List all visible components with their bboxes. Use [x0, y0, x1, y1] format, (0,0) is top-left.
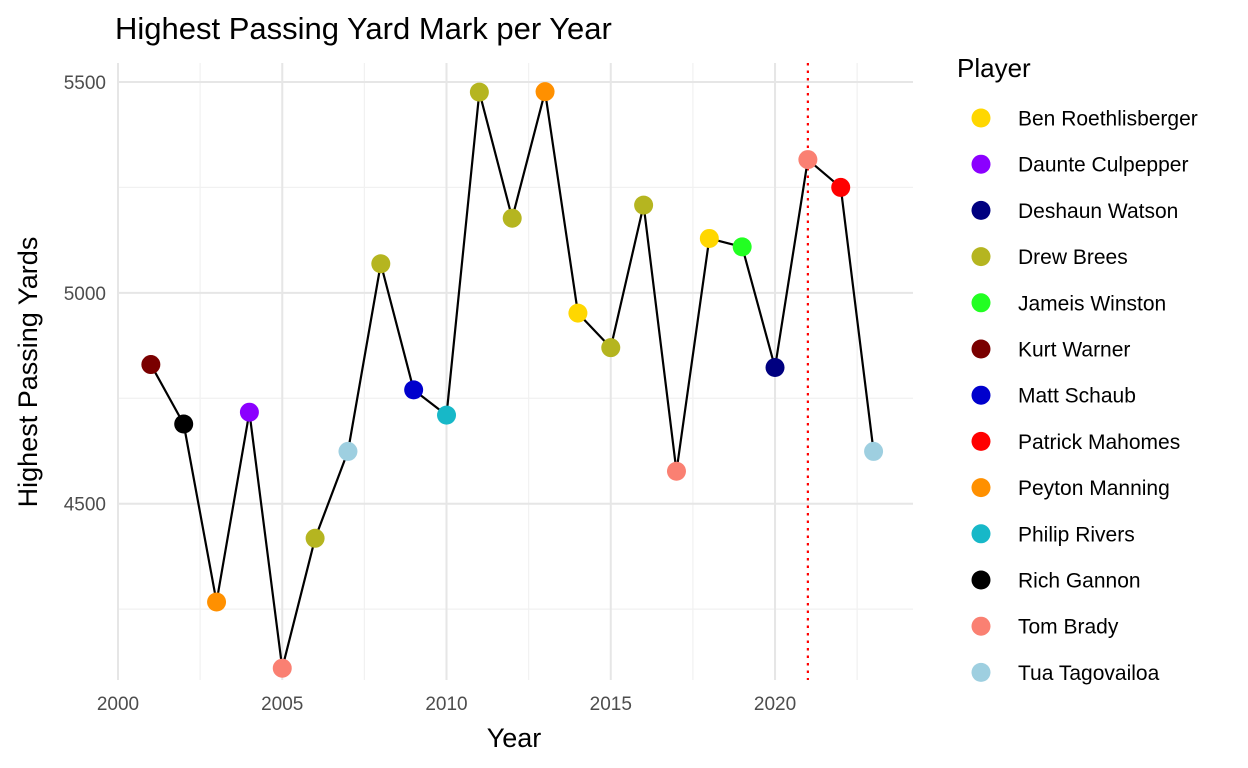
legend-label: Drew Brees — [1018, 246, 1128, 269]
y-tick-label: 5500 — [64, 73, 106, 94]
series-line — [149, 90, 875, 670]
series-line-layer — [149, 90, 875, 670]
legend-key — [971, 339, 991, 359]
legend-label: Rich Gannon — [1018, 570, 1141, 593]
data-point — [601, 338, 621, 358]
data-point — [469, 82, 489, 102]
legend-label: Daunte Culpepper — [1018, 154, 1188, 177]
legend-title: Player — [957, 53, 1031, 83]
legend-key — [971, 570, 991, 590]
legend-label: Peyton Manning — [1018, 477, 1170, 500]
legend-key — [971, 108, 991, 128]
data-point — [666, 461, 686, 481]
legend-key — [971, 431, 991, 451]
x-tick-label: 2000 — [97, 694, 139, 715]
x-tick-label: 2015 — [590, 694, 632, 715]
legend-label: Matt Schaub — [1018, 385, 1136, 408]
legend-label: Deshaun Watson — [1018, 200, 1178, 223]
x-tick-label: 2005 — [261, 694, 303, 715]
legend-key — [971, 154, 991, 174]
legend-key — [971, 478, 991, 498]
data-point — [239, 402, 259, 422]
data-point — [864, 441, 884, 461]
x-axis-ticks: 2000 2005 2010 2015 2020 — [97, 694, 796, 715]
x-tick-label: 2020 — [754, 694, 796, 715]
major-grid — [117, 63, 913, 680]
legend-label: Patrick Mahomes — [1018, 431, 1180, 454]
legend-key — [971, 524, 991, 544]
legend-key — [971, 662, 991, 682]
chart-title: Highest Passing Yard Mark per Year — [115, 11, 612, 46]
legend: Player Ben Roethlisberger Daunte Culpeppe… — [957, 53, 1198, 685]
data-point — [732, 237, 752, 257]
data-points — [141, 82, 884, 678]
data-point — [765, 357, 785, 377]
legend-label: Tom Brady — [1018, 616, 1119, 639]
y-tick-label: 4500 — [64, 495, 106, 516]
data-point — [338, 441, 358, 461]
legend-key — [971, 385, 991, 405]
data-point — [699, 228, 719, 248]
data-point — [404, 380, 424, 400]
data-point — [502, 208, 522, 228]
y-axis-ticks: 4500 5000 5500 — [64, 73, 106, 516]
data-point — [535, 82, 555, 102]
legend-key — [971, 293, 991, 313]
data-point — [305, 528, 325, 548]
legend-key — [971, 247, 991, 267]
legend-label: Ben Roethlisberger — [1018, 108, 1198, 131]
x-axis-title: Year — [487, 723, 542, 753]
data-point — [141, 355, 161, 375]
legend-label: Kurt Warner — [1018, 339, 1130, 362]
data-point — [174, 414, 194, 434]
data-point — [272, 658, 292, 678]
legend-label: Jameis Winston — [1018, 292, 1166, 315]
x-tick-label: 2010 — [425, 694, 467, 715]
data-point — [371, 254, 391, 274]
data-point — [831, 177, 851, 197]
legend-key — [971, 616, 991, 636]
legend-key — [971, 200, 991, 220]
y-tick-label: 5000 — [64, 284, 106, 305]
minor-grid — [118, 63, 913, 680]
data-point — [207, 592, 227, 612]
data-point — [634, 195, 654, 215]
legend-label: Philip Rivers — [1018, 523, 1135, 546]
data-point — [568, 303, 588, 323]
y-axis-title: Highest Passing Yards — [13, 237, 43, 508]
data-point — [437, 405, 457, 425]
legend-label: Tua Tagovailoa — [1018, 662, 1160, 685]
data-point — [798, 150, 818, 170]
legend-items: Ben Roethlisberger Daunte Culpepper Deshau… — [971, 108, 1198, 685]
